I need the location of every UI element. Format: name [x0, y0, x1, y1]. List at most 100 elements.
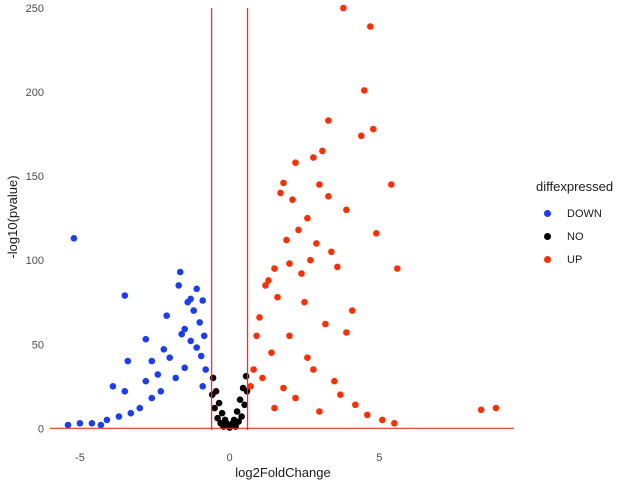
legend-item-no: NO [536, 225, 613, 248]
scatter-points [64, 4, 500, 431]
point-up-12 [292, 159, 299, 166]
point-no-0 [209, 374, 217, 382]
point-up-0 [340, 4, 347, 12]
point-down-22 [157, 388, 165, 395]
y-tick-label: 250 [26, 3, 44, 15]
point-down-14 [190, 307, 197, 314]
point-up-27 [298, 270, 305, 277]
point-down-28 [88, 420, 96, 427]
point-down-12 [184, 298, 191, 306]
point-up-10 [319, 147, 326, 155]
point-up-15 [289, 196, 296, 203]
point-up-5 [325, 117, 332, 124]
point-up-46 [379, 416, 386, 424]
point-up-17 [325, 193, 332, 200]
point-down-38 [187, 337, 194, 345]
point-up-29 [349, 307, 356, 314]
point-down-35 [181, 325, 188, 333]
point-up-47 [391, 420, 398, 427]
point-up-41 [304, 354, 311, 362]
point-down-23 [148, 394, 156, 402]
point-down-20 [181, 364, 188, 372]
point-down-15 [178, 330, 185, 338]
point-down-29 [76, 420, 84, 427]
point-up-3 [370, 125, 377, 133]
legend-title: diffexpressed [536, 179, 614, 194]
point-up-50 [259, 374, 266, 382]
point-down-25 [127, 409, 135, 417]
point-up-6 [388, 181, 395, 188]
y-tick-label: 100 [26, 255, 44, 267]
point-up-18 [304, 214, 311, 222]
point-down-1 [121, 292, 129, 299]
point-down-9 [160, 346, 168, 353]
point-no-21 [209, 391, 216, 399]
point-no-17 [235, 418, 242, 425]
point-up-8 [394, 265, 401, 272]
point-up-21 [313, 240, 320, 247]
point-down-19 [202, 366, 209, 373]
legend: diffexpressed DOWN NO UP [536, 179, 613, 271]
point-down-21 [172, 374, 179, 382]
point-up-40 [286, 332, 293, 340]
legend-label: DOWN [567, 207, 602, 220]
point-down-2 [124, 357, 132, 365]
legend-swatch [544, 233, 551, 240]
point-down-31 [97, 421, 105, 429]
point-down-27 [103, 416, 111, 424]
point-up-43 [337, 391, 344, 399]
point-up-2 [361, 87, 368, 94]
y-axis-ticks: 0 50 100 150 200 250 [26, 3, 44, 435]
point-up-1 [367, 23, 374, 30]
point-up-39 [247, 383, 254, 390]
point-up-51 [280, 384, 287, 392]
point-up-53 [316, 408, 323, 415]
point-no-24 [229, 420, 236, 427]
point-up-24 [286, 260, 293, 267]
point-up-55 [310, 366, 317, 373]
point-down-7 [142, 335, 150, 343]
y-tick-label: 50 [32, 339, 44, 351]
point-down-30 [64, 421, 72, 429]
point-up-33 [262, 282, 269, 289]
point-up-23 [307, 256, 314, 264]
point-down-24 [136, 404, 144, 412]
point-up-42 [331, 377, 338, 385]
legend-swatch [544, 256, 551, 263]
point-up-9 [343, 206, 350, 214]
point-up-26 [265, 277, 272, 284]
point-down-37 [154, 371, 162, 378]
point-up-45 [364, 411, 371, 419]
point-down-34 [193, 285, 200, 293]
threshold-lines [50, 8, 514, 430]
point-up-32 [301, 298, 308, 306]
point-down-3 [109, 383, 117, 390]
point-down-26 [115, 413, 123, 420]
point-up-44 [352, 401, 359, 409]
point-up-4 [358, 132, 365, 140]
point-up-22 [328, 248, 335, 256]
point-up-13 [280, 179, 287, 187]
point-up-20 [283, 236, 290, 244]
legend-item-up: UP [536, 248, 613, 271]
point-no-15 [241, 401, 248, 409]
y-tick-label: 150 [26, 171, 44, 183]
point-up-48 [477, 406, 485, 414]
point-down-16 [193, 344, 200, 351]
point-up-37 [268, 349, 275, 357]
point-no-2 [215, 399, 223, 407]
point-down-5 [142, 377, 150, 385]
point-no-9 [236, 396, 244, 404]
point-down-39 [199, 383, 206, 390]
point-up-49 [492, 404, 500, 412]
x-tick-label: 0 [227, 452, 233, 464]
point-up-25 [271, 265, 278, 272]
point-down-33 [175, 282, 182, 289]
x-axis-ticks: -5 0 5 [75, 452, 382, 464]
point-no-8 [233, 408, 241, 415]
point-no-14 [238, 413, 245, 420]
point-up-28 [334, 263, 341, 271]
point-up-19 [295, 226, 302, 234]
point-no-3 [218, 409, 226, 417]
point-up-52 [292, 394, 299, 402]
